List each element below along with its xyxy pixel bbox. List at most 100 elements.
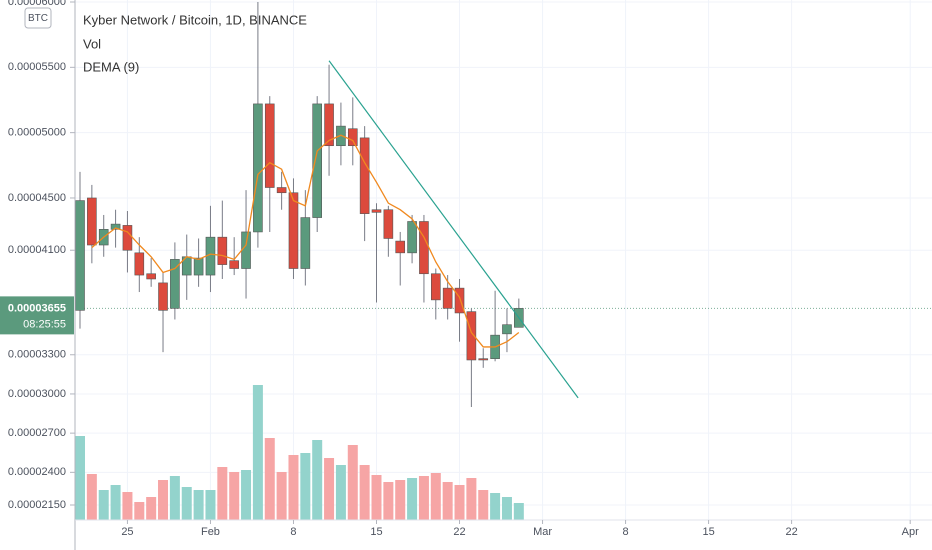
x-tick-label: Mar bbox=[533, 526, 552, 538]
candle-body bbox=[395, 240, 406, 254]
volume-bar bbox=[454, 485, 465, 520]
x-tick-label: 15 bbox=[702, 526, 714, 538]
volume-bar bbox=[490, 493, 501, 520]
symbol-button-label[interactable]: BTC bbox=[28, 13, 48, 24]
y-tick-label: 0.00005000 bbox=[8, 127, 66, 139]
volume-bar bbox=[335, 465, 346, 520]
candle-body bbox=[158, 282, 168, 311]
volume-bar bbox=[158, 480, 169, 520]
candle-body bbox=[134, 252, 145, 276]
volume-bar bbox=[407, 478, 418, 520]
candle-body bbox=[383, 209, 394, 239]
volume-legend: Vol bbox=[83, 36, 101, 51]
candle-body bbox=[122, 225, 133, 251]
candle-body bbox=[264, 103, 275, 188]
volume-bar bbox=[98, 490, 109, 520]
candle-body bbox=[312, 103, 323, 218]
volume-bar bbox=[75, 436, 85, 520]
volume-bar bbox=[359, 465, 370, 520]
symbol-button[interactable] bbox=[24, 7, 52, 29]
volume-bar bbox=[430, 473, 441, 520]
y-tick-label: 0.00002150 bbox=[8, 499, 66, 511]
volume-bar bbox=[288, 455, 299, 520]
candle-body bbox=[288, 192, 299, 269]
candle-body bbox=[75, 200, 85, 311]
dema-line bbox=[91, 134, 520, 348]
y-tick-label: 0.00003300 bbox=[8, 349, 66, 361]
volume-bar bbox=[442, 482, 453, 520]
volume-bar bbox=[371, 475, 382, 520]
y-tick-label: 0.00006000 bbox=[8, 0, 66, 8]
volume-bar bbox=[312, 440, 323, 520]
last-price-box bbox=[0, 296, 74, 335]
dema-legend: DEMA (9) bbox=[83, 59, 139, 74]
volume-bar bbox=[300, 453, 311, 520]
axis-layer: 0.00006000 0.00005500 0.00005000 0.00004500… bbox=[0, 0, 919, 538]
candle-body bbox=[419, 221, 429, 275]
volume-bar bbox=[146, 497, 157, 520]
candle-body bbox=[442, 287, 453, 309]
candle-body bbox=[276, 187, 287, 194]
candle-body bbox=[347, 128, 358, 147]
candle-body bbox=[146, 273, 156, 280]
candle-body bbox=[466, 311, 477, 361]
volume-bar bbox=[86, 474, 97, 520]
x-tick-label: Apr bbox=[902, 526, 919, 538]
volume-bar bbox=[169, 476, 180, 520]
volume-layer bbox=[75, 385, 524, 520]
volume-bar bbox=[513, 503, 524, 520]
candle-body bbox=[324, 103, 334, 147]
volume-bar bbox=[347, 445, 358, 520]
last-price-label: 0.00003655 bbox=[8, 302, 66, 314]
x-tick-label: 25 bbox=[121, 526, 133, 538]
candle-body bbox=[502, 324, 512, 335]
candle-body bbox=[217, 236, 228, 265]
y-tick-label: 0.00002400 bbox=[8, 466, 66, 478]
candle-body bbox=[300, 217, 311, 269]
volume-bar bbox=[181, 487, 192, 520]
candle-body bbox=[359, 137, 370, 214]
candle-body bbox=[110, 223, 121, 230]
volume-bar bbox=[466, 478, 477, 520]
volume-bar bbox=[217, 467, 228, 520]
candle-body bbox=[229, 260, 239, 269]
x-tick-label: 22 bbox=[453, 526, 465, 538]
x-tick-label: 8 bbox=[290, 526, 296, 538]
candle-body bbox=[193, 257, 204, 276]
volume-bar bbox=[252, 385, 263, 520]
y-tick-label: 0.00004500 bbox=[8, 192, 66, 204]
volume-bar bbox=[478, 490, 489, 520]
x-tick-label: 22 bbox=[785, 526, 797, 538]
candle-body bbox=[407, 221, 417, 254]
volume-bar bbox=[418, 476, 429, 520]
candle-body bbox=[87, 197, 97, 246]
candle-body bbox=[170, 259, 180, 309]
volume-bar bbox=[229, 472, 240, 520]
x-tick-label: Feb bbox=[201, 526, 220, 538]
candle-body bbox=[371, 209, 382, 213]
y-tick-label: 0.00003000 bbox=[8, 388, 66, 400]
trendline bbox=[328, 60, 579, 399]
y-tick-label: 0.00005500 bbox=[8, 61, 66, 73]
x-tick-label: 15 bbox=[370, 526, 382, 538]
candle-body bbox=[454, 287, 465, 314]
candle-body bbox=[253, 103, 263, 233]
volume-bar bbox=[383, 482, 394, 520]
volume-bar bbox=[122, 492, 133, 520]
volume-bar bbox=[501, 497, 512, 520]
x-tick-label: 8 bbox=[622, 526, 628, 538]
volume-bar bbox=[324, 458, 335, 520]
candle-body bbox=[478, 358, 489, 361]
volume-bar bbox=[110, 485, 121, 520]
chart-title: Kyber Network / Bitcoin, 1D, BINANCE bbox=[83, 12, 307, 27]
volume-bar bbox=[395, 480, 406, 520]
plot-layer bbox=[75, 2, 932, 408]
volume-bar bbox=[205, 490, 216, 520]
volume-bar bbox=[193, 490, 204, 520]
volume-bar bbox=[134, 502, 145, 520]
y-tick-label: 0.00002700 bbox=[8, 427, 66, 439]
volume-bar bbox=[264, 438, 275, 520]
countdown-label: 08:25:55 bbox=[23, 318, 66, 330]
candle-body bbox=[430, 273, 441, 301]
